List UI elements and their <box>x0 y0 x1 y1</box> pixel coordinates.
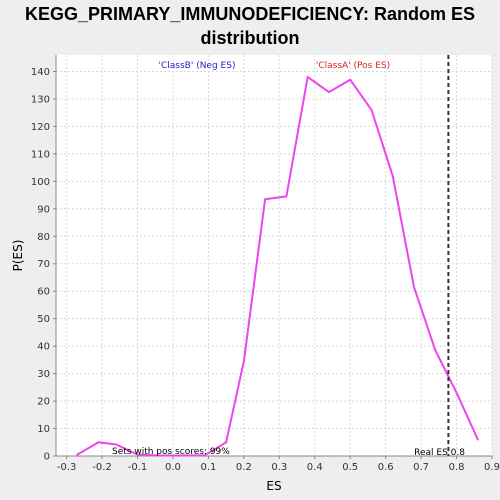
x-tick-label-0: -0.3 <box>57 462 77 473</box>
data-point-11 <box>306 75 309 78</box>
x-tick-label-12: 0.9 <box>484 462 500 473</box>
data-point-17 <box>434 349 437 352</box>
y-tick-label-4: 40 <box>37 342 50 353</box>
data-marks <box>76 75 479 457</box>
x-tick-label-10: 0.7 <box>413 462 429 473</box>
series-line-0 <box>76 76 479 457</box>
data-point-14 <box>370 108 373 111</box>
data-point-15 <box>391 174 394 177</box>
data-point-7 <box>225 441 228 444</box>
x-tick-label-9: 0.6 <box>378 462 394 473</box>
x-tick-label-4: 0.1 <box>200 462 216 473</box>
y-tick-label-2: 20 <box>37 397 50 408</box>
data-point-19 <box>476 438 479 441</box>
y-tick-label-12: 120 <box>31 122 50 133</box>
data-point-12 <box>327 91 330 94</box>
chart-title-line1: KEGG_PRIMARY_IMMUNODEFICIENCY: Random ES <box>24 4 476 24</box>
grid-lines <box>56 55 493 457</box>
data-point-16 <box>413 286 416 289</box>
x-axis-label: ES <box>266 479 281 493</box>
chart-title-line2: distribution <box>200 28 300 48</box>
x-tick-label-5: 0.2 <box>236 462 252 473</box>
data-point-18 <box>455 391 458 394</box>
y-tick-label-1: 10 <box>37 424 50 435</box>
data-point-10 <box>285 195 288 198</box>
x-tick-label-3: 0.0 <box>165 462 181 473</box>
y-tick-label-0: 0 <box>44 452 50 463</box>
real-es-label: Real ES 0.8 <box>414 448 465 458</box>
axes: -0.3 -0.2 -0.1 0.0 0.1 0.2 0.3 0.4 0.5 0.6 0.7 0.8 0… <box>11 55 500 493</box>
x-tick-label-11: 0.8 <box>449 462 465 473</box>
y-tick-label-7: 70 <box>37 259 50 270</box>
data-point-0 <box>76 453 79 456</box>
y-tick-label-5: 50 <box>37 314 50 325</box>
y-tick-label-11: 110 <box>31 149 50 160</box>
x-tick-label-2: -0.1 <box>128 462 148 473</box>
data-point-13 <box>349 78 352 81</box>
data-point-3 <box>136 453 139 456</box>
data-point-6 <box>203 454 206 457</box>
x-tick-label-6: 0.3 <box>271 462 287 473</box>
y-tick-label-8: 80 <box>37 232 50 243</box>
data-point-5 <box>179 454 182 457</box>
chart-title: KEGG_PRIMARY_IMMUNODEFICIENCY: Random ES… <box>0 2 500 50</box>
x-tick-label-8: 0.5 <box>342 462 358 473</box>
y-tick-label-14: 140 <box>31 67 50 78</box>
y-tick-label-10: 100 <box>31 177 50 188</box>
x-tick-label-1: -0.2 <box>92 462 112 473</box>
data-point-4 <box>157 454 160 457</box>
data-point-2 <box>115 443 118 446</box>
plot-area <box>56 55 492 456</box>
data-point-9 <box>264 198 267 201</box>
y-tick-label-6: 60 <box>37 287 50 298</box>
pos-scores-label: Sets with pos scores: 99% <box>112 447 230 457</box>
y-tick-label-9: 90 <box>37 204 50 215</box>
y-axis-label: P(ES) <box>11 240 25 272</box>
x-tick-label-7: 0.4 <box>307 462 323 473</box>
data-point-1 <box>97 441 100 444</box>
data-point-8 <box>242 360 245 363</box>
y-tick-label-3: 30 <box>37 369 50 380</box>
pos-class-label: 'ClassA' (Pos ES) <box>316 61 390 71</box>
neg-class-label: 'ClassB' (Neg ES) <box>159 61 236 71</box>
y-tick-label-13: 130 <box>31 94 50 105</box>
annotations: 'ClassB' (Neg ES) 'ClassA' (Pos ES) Sets w… <box>112 55 465 458</box>
